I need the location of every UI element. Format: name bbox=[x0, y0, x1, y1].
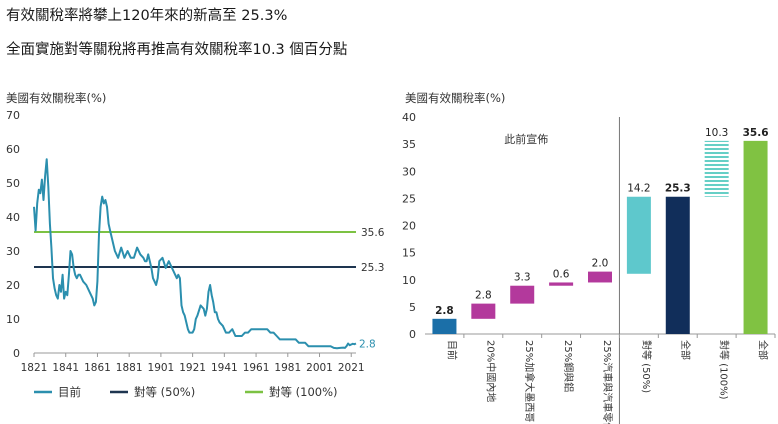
waterfall-bar bbox=[432, 318, 457, 334]
legend-label: 目前 bbox=[58, 385, 81, 399]
waterfall-bar bbox=[665, 196, 690, 334]
left-x-tick-label: 1861 bbox=[84, 362, 111, 374]
category-label: 全部 bbox=[757, 340, 770, 360]
category-label: 目前 bbox=[445, 340, 458, 360]
bar-value-label: 35.6 bbox=[743, 127, 769, 139]
left-chart-title: 美國有效關稅率(%) bbox=[6, 91, 107, 105]
left-x-tick-label: 1881 bbox=[116, 362, 143, 374]
right-y-tick-label: 30 bbox=[402, 165, 416, 178]
right-y-tick-label: 35 bbox=[402, 138, 416, 151]
left-y-tick-label: 60 bbox=[6, 143, 20, 156]
right-y-tick-label: 25 bbox=[402, 192, 416, 205]
history-series-line bbox=[33, 158, 357, 350]
left-y-tick-label: 10 bbox=[6, 313, 20, 326]
left-x-tick-label: 1841 bbox=[52, 362, 79, 374]
right-y-tick-label: 0 bbox=[409, 328, 416, 341]
legend-label: 對等 (100%) bbox=[269, 385, 338, 399]
waterfall-bar bbox=[510, 285, 535, 304]
waterfall-bar bbox=[743, 140, 768, 334]
left-y-tick-label: 0 bbox=[13, 347, 20, 360]
left-x-tick-label: 2021 bbox=[338, 362, 365, 374]
reciprocal-50-label: 25.3 bbox=[361, 262, 384, 274]
left-x-tick-label: 1821 bbox=[21, 362, 48, 374]
bar-value-label: 3.3 bbox=[514, 272, 531, 284]
waterfall-bar bbox=[549, 282, 574, 286]
category-label: 20%中國內地 bbox=[484, 340, 497, 402]
category-label: 對等 (100%) bbox=[718, 340, 731, 400]
left-x-tick-label: 1901 bbox=[148, 362, 175, 374]
headline-title: 有效關稅率將攀上120年來的新高至 25.3% bbox=[6, 8, 288, 24]
waterfall-bar bbox=[588, 271, 612, 283]
left-y-tick-label: 70 bbox=[6, 109, 20, 122]
bar-value-label: 0.6 bbox=[553, 268, 570, 280]
category-label: 全部 bbox=[679, 340, 692, 360]
right-y-tick-label: 20 bbox=[402, 220, 416, 233]
bar-value-label: 2.8 bbox=[435, 305, 454, 317]
left-x-tick-label: 1921 bbox=[179, 362, 206, 374]
bar-value-label: 2.0 bbox=[592, 258, 609, 270]
left-x-tick-label: 1941 bbox=[211, 362, 238, 374]
left-y-tick-label: 50 bbox=[6, 177, 20, 190]
headline-subtitle: 全面實施對等關稅將再推高有效關稅率10.3 個百分點 bbox=[6, 42, 348, 58]
reciprocal-100-label: 35.6 bbox=[361, 227, 385, 239]
left-x-tick-label: 1981 bbox=[274, 362, 301, 374]
bar-value-label: 2.8 bbox=[475, 290, 492, 302]
category-label: 25%汽車與汽車零件 bbox=[601, 340, 614, 424]
waterfall-bar bbox=[471, 303, 496, 319]
right-y-tick-label: 40 bbox=[402, 111, 416, 124]
right-y-tick-label: 10 bbox=[402, 274, 416, 287]
right-chart-title: 美國有效關稅率(%) bbox=[405, 91, 506, 105]
category-label: 25%加拿大墨西哥 bbox=[523, 340, 536, 422]
left-y-tick-label: 30 bbox=[6, 245, 20, 258]
left-y-tick-label: 20 bbox=[6, 279, 20, 292]
bar-value-label: 10.3 bbox=[705, 127, 728, 139]
announced-annotation: 此前宣佈 bbox=[504, 132, 548, 146]
category-label: 對等 (50%) bbox=[640, 340, 653, 393]
waterfall-bar bbox=[626, 196, 651, 274]
left-x-tick-label: 1961 bbox=[243, 362, 270, 374]
current-value-label: 2.8 bbox=[359, 338, 376, 350]
bar-value-label: 14.2 bbox=[627, 183, 650, 195]
legend-label: 對等 (50%) bbox=[134, 385, 195, 399]
bar-value-label: 25.3 bbox=[665, 183, 691, 195]
waterfall-bar bbox=[704, 140, 729, 197]
left-y-tick-label: 40 bbox=[6, 211, 20, 224]
right-y-tick-label: 15 bbox=[402, 247, 416, 260]
left-x-tick-label: 2001 bbox=[306, 362, 333, 374]
category-label: 25%鋼與鋁 bbox=[562, 340, 575, 392]
right-y-tick-label: 5 bbox=[409, 301, 416, 314]
